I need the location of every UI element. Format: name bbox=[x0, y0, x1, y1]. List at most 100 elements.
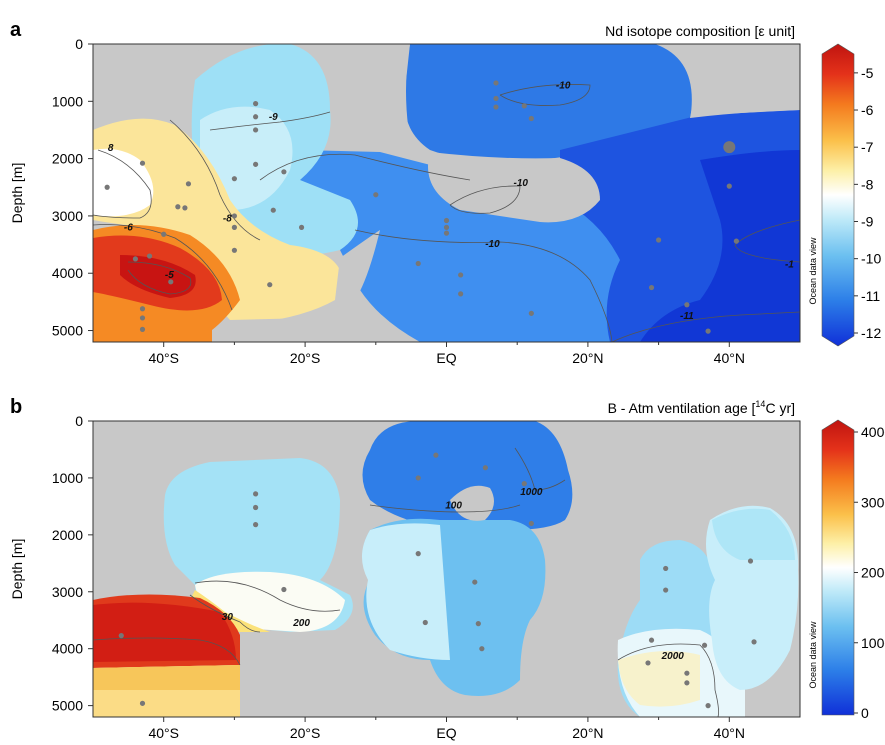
station-dot bbox=[253, 491, 259, 497]
panel-b: b B - Atm ventilation age [14C yr] bbox=[9, 396, 885, 741]
station-dot bbox=[168, 279, 174, 285]
contour-label: -1 bbox=[785, 260, 794, 271]
station-dot bbox=[733, 238, 739, 244]
station-dot bbox=[521, 481, 527, 487]
contour-b-3000b bbox=[189, 594, 261, 633]
field-a-gap-3 bbox=[330, 44, 410, 150]
contour-label: -10 bbox=[556, 81, 571, 92]
station-dot bbox=[139, 160, 146, 166]
field-b-bottom-yellow2 bbox=[93, 665, 240, 690]
station-dot bbox=[726, 183, 732, 189]
contour-label: -6 bbox=[124, 222, 133, 233]
panel-b-colorbar-body bbox=[821, 419, 855, 716]
contour-a-8 bbox=[93, 149, 152, 219]
contour-a-10c bbox=[259, 153, 471, 181]
contour-b-3000 bbox=[93, 637, 241, 666]
contour-label: -8 bbox=[223, 214, 232, 225]
station-dot bbox=[185, 181, 192, 187]
contour-a-10b bbox=[449, 185, 521, 214]
colorbar-tick-label: -9 bbox=[861, 214, 874, 230]
station-dot bbox=[373, 192, 379, 198]
contour-b-1000a bbox=[369, 504, 521, 513]
contour-label: 2000 bbox=[661, 651, 685, 662]
station-dot bbox=[132, 256, 139, 262]
station-dot bbox=[482, 465, 488, 471]
panel-b-title: B - Atm ventilation age [14C yr] bbox=[608, 399, 795, 416]
station-dot bbox=[458, 272, 464, 278]
contour-label: 200 bbox=[292, 618, 310, 629]
y-tick-label: 4000 bbox=[52, 265, 83, 281]
station-dot bbox=[663, 587, 669, 593]
panel-a-colorbar-ticks: -5 -6 -7 -8 -9 -10 -11 -12 bbox=[854, 65, 881, 341]
field-b-np-yellow bbox=[618, 651, 700, 707]
contour-label: 8 bbox=[108, 143, 114, 154]
y-tick-label: 5000 bbox=[52, 698, 83, 714]
panel-b-stations bbox=[118, 452, 757, 709]
x-tick-label: 40°N bbox=[714, 725, 745, 741]
station-dot bbox=[528, 115, 534, 122]
station-dot bbox=[493, 95, 499, 102]
panel-a-title: Nd isotope composition [ε unit] bbox=[605, 23, 795, 39]
station-dot bbox=[521, 103, 527, 109]
station-dot bbox=[443, 217, 450, 224]
colorbar-tick-label: -12 bbox=[861, 325, 881, 341]
station-dot bbox=[528, 520, 534, 527]
station-dot bbox=[705, 703, 711, 709]
station-dot bbox=[684, 670, 690, 676]
x-tick-label: 40°S bbox=[148, 350, 179, 366]
panel-a-contour-labels: -9 8 -8 -6 -5 -10 -10 -10 -11 -1 bbox=[108, 81, 794, 322]
station-dot bbox=[139, 306, 146, 312]
panel-b-contours bbox=[93, 447, 719, 717]
contour-a-10d bbox=[354, 229, 613, 342]
field-b-eq-lower-left bbox=[361, 523, 450, 660]
panel-b-contour-labels: 100 1000 30 200 2000 bbox=[222, 487, 685, 662]
station-dot bbox=[705, 328, 711, 334]
station-dot bbox=[479, 646, 485, 652]
station-dot bbox=[493, 80, 499, 86]
station-dot bbox=[146, 253, 153, 259]
station-dot bbox=[443, 230, 450, 236]
station-dot bbox=[267, 282, 273, 288]
contour-b-2000np bbox=[617, 643, 719, 717]
station-dot bbox=[684, 680, 690, 686]
panel-a-axes: 40°S 20°S EQ 20°N 40°N 0 1000 2000 3000 4000 5000 bbox=[52, 36, 745, 366]
field-a-gap-2 bbox=[93, 44, 200, 122]
panel-a-ylabel: Depth [m] bbox=[9, 163, 25, 224]
colorbar-tick-label: 4000 bbox=[861, 424, 885, 440]
station-dot bbox=[161, 231, 167, 237]
contour-a-1 bbox=[734, 219, 800, 263]
colorbar-tick-label: 1000 bbox=[861, 635, 885, 651]
station-dot bbox=[458, 291, 464, 297]
station-dot bbox=[723, 141, 736, 154]
station-dot bbox=[415, 551, 421, 557]
y-tick-label: 1000 bbox=[52, 93, 83, 109]
panel-b-colorbar: 4000 3000 2000 1000 0 Ocean data view bbox=[808, 419, 885, 721]
station-dot bbox=[433, 452, 439, 458]
x-tick-label: 20°S bbox=[290, 350, 321, 366]
panel-b-ylabel: Depth [m] bbox=[9, 539, 25, 600]
y-tick-label: 3000 bbox=[52, 584, 83, 600]
y-tick-label: 2000 bbox=[52, 527, 83, 543]
field-a-gap-5 bbox=[690, 44, 800, 118]
station-dot bbox=[231, 224, 237, 230]
contour-a-9 bbox=[209, 111, 331, 131]
station-dot bbox=[751, 639, 757, 645]
station-dot bbox=[472, 579, 478, 585]
panel-b-axes: 40°S 20°S EQ 20°N 40°N 0 1000 2000 3000 4000 5000 bbox=[52, 413, 745, 741]
station-dot bbox=[231, 247, 237, 253]
field-b-np-right-top bbox=[712, 508, 795, 560]
station-dot bbox=[298, 224, 305, 230]
field-a-pale-blue bbox=[200, 106, 293, 210]
station-dot bbox=[253, 127, 259, 133]
contour-label: 100 bbox=[445, 501, 462, 512]
station-dot bbox=[656, 237, 662, 243]
contour-a-5 bbox=[127, 261, 192, 295]
y-tick-label: 1000 bbox=[52, 470, 83, 486]
x-tick-label: 20°N bbox=[572, 350, 603, 366]
contour-label: 1000 bbox=[520, 487, 543, 498]
contour-label: -5 bbox=[165, 270, 174, 281]
station-dot bbox=[253, 101, 259, 107]
station-dot bbox=[253, 161, 259, 167]
station-dot bbox=[475, 621, 481, 627]
field-a-yellow bbox=[93, 118, 341, 320]
